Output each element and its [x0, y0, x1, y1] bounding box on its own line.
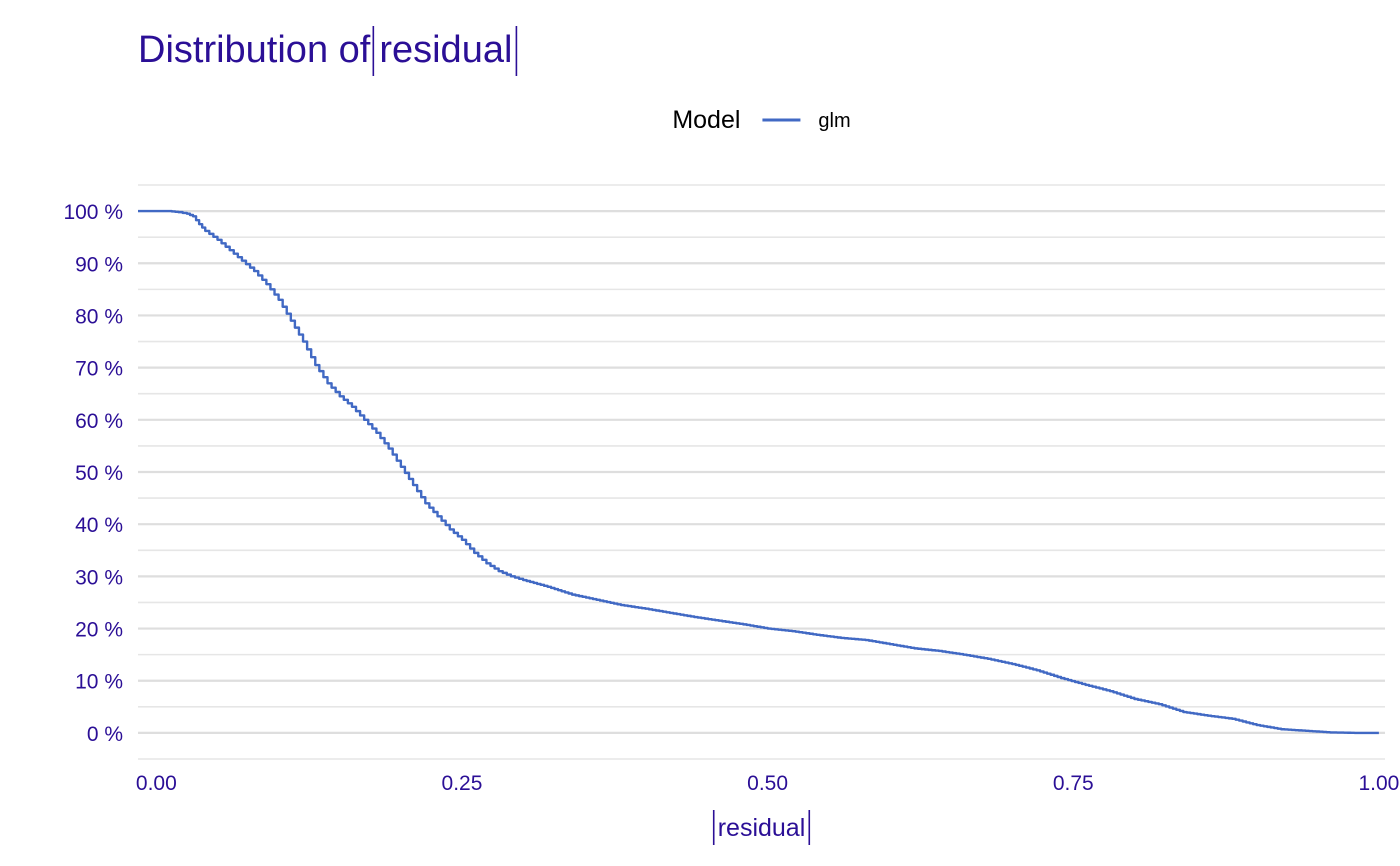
chart-title: Distribution of [138, 29, 371, 71]
y-tick-label: 30 % [75, 566, 123, 589]
x-tick-label: 0.00 [136, 772, 177, 795]
chart-title-expression: residual [379, 29, 512, 71]
x-tick-label: 0.75 [1053, 772, 1094, 795]
series-line-glm [138, 209, 1379, 735]
y-tick-label: 10 % [75, 671, 123, 694]
series-layer [138, 209, 1379, 735]
x-tick-label: 0.25 [442, 772, 483, 795]
y-tick-label: 60 % [75, 410, 123, 433]
grid-layer [138, 184, 1385, 760]
x-tick-labels: 0.00 0.25 0.50 0.75 1.00 [136, 772, 1399, 795]
y-tick-label: 80 % [75, 305, 123, 328]
legend-label: glm [818, 110, 850, 132]
x-tick-label: 1.00 [1358, 772, 1399, 795]
x-axis-title: residual [718, 814, 806, 842]
legend: Model glm [672, 106, 850, 134]
y-tick-label: 90 % [75, 253, 123, 276]
y-tick-label: 70 % [75, 358, 123, 381]
x-tick-label: 0.50 [747, 772, 788, 795]
y-tick-label: 0 % [87, 723, 123, 746]
y-tick-label: 20 % [75, 619, 123, 642]
y-tick-labels: 0 % 10 % 20 % 30 % 40 % 50 % 60 % 70 % 80 % 90 % 1… [63, 201, 123, 746]
y-tick-label: 50 % [75, 462, 123, 485]
legend-title: Model [672, 106, 740, 134]
y-tick-label: 100 % [63, 201, 123, 224]
plot-title: Distribution of residual [138, 26, 518, 76]
x-axis-title-group: residual [712, 810, 811, 845]
y-tick-label: 40 % [75, 514, 123, 537]
